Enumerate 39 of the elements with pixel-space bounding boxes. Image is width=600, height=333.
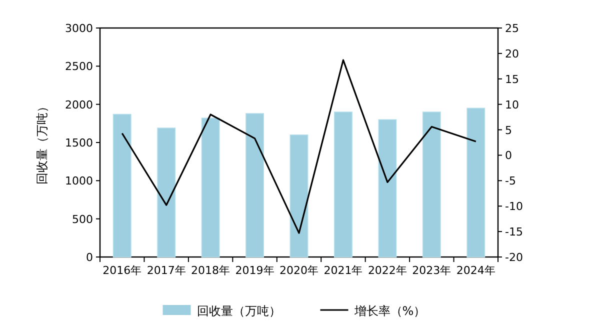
y2-tick-label: -20 [505,251,523,264]
bar [334,112,352,258]
bar [157,128,176,258]
bar [290,134,308,258]
x-tick-label: 2021年 [324,264,363,277]
x-tick-label: 2019年 [235,264,274,277]
legend-label: 增长率（%） [353,304,426,318]
y2-tick-label: 10 [505,98,519,112]
x-tick-label: 2018年 [191,264,230,277]
bar [466,108,486,258]
y2-tick-label: 20 [505,47,519,60]
y-tick-label: 0 [86,251,93,264]
bar [201,118,220,258]
y-tick-label: 1500 [65,136,93,150]
x-tick-label: 2016年 [102,264,142,277]
x-tick-label: 2020年 [280,264,318,277]
bar [422,112,441,258]
x-tick-label: 2024年 [456,264,496,277]
bar [246,113,264,258]
bar [378,119,397,258]
x-tick-label: 2017年 [146,264,186,277]
y2-tick-label: 15 [505,72,519,86]
line-series [121,59,477,234]
y2-tick-label: -5 [505,174,516,188]
y2-tick-label: 0 [505,149,512,162]
y2-tick-label: -10 [505,200,523,214]
y2-tick-label: 25 [505,22,519,35]
x-tick-label: 2023年 [412,264,452,277]
bar [112,114,132,258]
legend-label: 回收量（万吨） [196,304,281,318]
y2-tick-label: 5 [505,124,512,137]
y2-tick-label: -15 [505,226,523,239]
y-axis-title: 回收量（万吨） [35,100,49,184]
y-tick-label: 500 [72,212,93,226]
x-tick-label: 2022年 [368,264,407,277]
y-tick-label: 1000 [65,174,93,188]
y-tick-label: 2000 [65,98,93,112]
y-tick-label: 3000 [65,22,93,35]
y-tick-label: 2500 [65,60,93,74]
